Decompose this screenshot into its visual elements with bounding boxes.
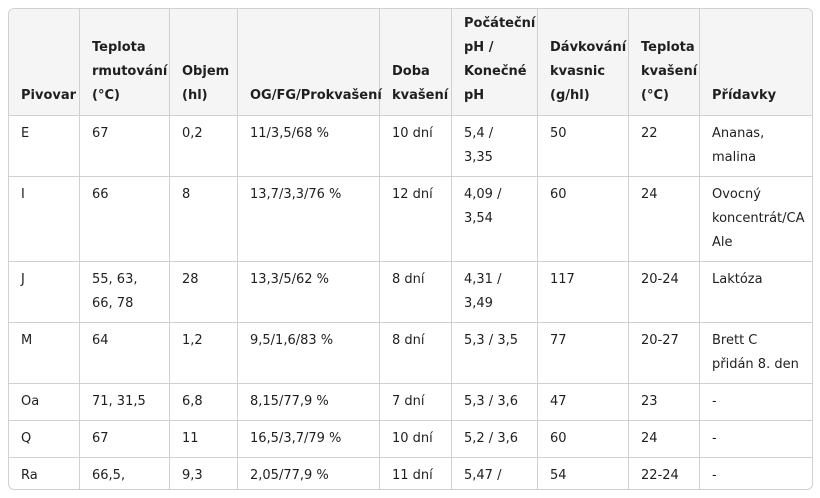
cell-og-fg: 16,5/3,7/79 % [237, 420, 380, 458]
cell-pridavky: Laktóza [699, 261, 812, 323]
header-row: Pivovar Teplota rmutování (°C) Objem (hl… [9, 9, 812, 116]
cell-pridavky: Brett C přidán 8. den [699, 322, 812, 384]
cell-doba-kvaseni: 8 dní [379, 322, 452, 384]
table-row: E 67 0,2 11/3,5/68 % 10 dní 5,4 / 3,35 5… [9, 115, 812, 177]
cell-og-fg: 9,5/1,6/83 % [237, 322, 380, 384]
cell-davkovani: 60 [537, 176, 629, 262]
cell-pivovar: E [9, 115, 80, 177]
cell-ph: 4,31 / 3,49 [451, 261, 538, 323]
cell-doba-kvaseni: 12 dní [379, 176, 452, 262]
cell-ph: 5,47 / 3,35 [451, 457, 538, 489]
cell-teplota-rmutovani: 55, 63, 66, 78 [79, 261, 170, 323]
cell-teplota-kvaseni: 22 [628, 115, 700, 177]
cell-pivovar: Ra [9, 457, 80, 489]
cell-pivovar: I [9, 176, 80, 262]
cell-davkovani: 54 [537, 457, 629, 489]
cell-ph: 4,09 / 3,54 [451, 176, 538, 262]
cell-pridavky: - [699, 383, 812, 421]
header-teplota-rmutovani: Teplota rmutování (°C) [79, 9, 170, 116]
brewery-table: Pivovar Teplota rmutování (°C) Objem (hl… [9, 9, 812, 489]
table-row: M 64 1,2 9,5/1,6/83 % 8 dní 5,3 / 3,5 77… [9, 322, 812, 384]
cell-doba-kvaseni: 7 dní [379, 383, 452, 421]
cell-doba-kvaseni: 11 dní [379, 457, 452, 489]
cell-davkovani: 77 [537, 322, 629, 384]
table-row: Oa 71, 31,5 6,8 8,15/77,9 % 7 dní 5,3 / … [9, 383, 812, 421]
cell-teplota-rmutovani: 67 [79, 420, 170, 458]
cell-objem: 0,2 [169, 115, 238, 177]
header-pivovar: Pivovar [9, 9, 80, 116]
cell-davkovani: 60 [537, 420, 629, 458]
header-doba-kvaseni: Doba kvašení [379, 9, 452, 116]
cell-pridavky: Ananas, malina [699, 115, 812, 177]
cell-og-fg: 13,7/3,3/76 % [237, 176, 380, 262]
cell-teplota-rmutovani: 71, 31,5 [79, 383, 170, 421]
cell-og-fg: 8,15/77,9 % [237, 383, 380, 421]
table-row: Ra 66,5, 40,5 9,3 2,05/77,9 % 11 dní 5,4… [9, 457, 812, 489]
cell-ph: 5,2 / 3,6 [451, 420, 538, 458]
cell-objem: 6,8 [169, 383, 238, 421]
table-container: Pivovar Teplota rmutování (°C) Objem (hl… [8, 8, 813, 490]
cell-teplota-kvaseni: 24 [628, 176, 700, 262]
cell-doba-kvaseni: 10 dní [379, 115, 452, 177]
cell-davkovani: 117 [537, 261, 629, 323]
cell-pivovar: Oa [9, 383, 80, 421]
header-ph: Počáteční pH / Konečné pH [451, 9, 538, 116]
cell-teplota-kvaseni: 20-24 [628, 261, 700, 323]
cell-pivovar: Q [9, 420, 80, 458]
cell-teplota-rmutovani: 67 [79, 115, 170, 177]
cell-teplota-kvaseni: 24 [628, 420, 700, 458]
cell-objem: 1,2 [169, 322, 238, 384]
cell-ph: 5,4 / 3,35 [451, 115, 538, 177]
header-pridavky: Přídavky [699, 9, 812, 116]
cell-objem: 11 [169, 420, 238, 458]
cell-og-fg: 13,3/5/62 % [237, 261, 380, 323]
cell-objem: 8 [169, 176, 238, 262]
cell-objem: 9,3 [169, 457, 238, 489]
cell-pridavky: Ovocný koncentrát/CA Ale [699, 176, 812, 262]
cell-davkovani: 47 [537, 383, 629, 421]
header-davkovani: Dávkování kvasnic (g/hl) [537, 9, 629, 116]
header-teplota-kvaseni: Teplota kvašení (°C) [628, 9, 700, 116]
cell-og-fg: 11/3,5/68 % [237, 115, 380, 177]
cell-teplota-kvaseni: 23 [628, 383, 700, 421]
header-og-fg: OG/FG/Prokvašení [237, 9, 382, 116]
cell-davkovani: 50 [537, 115, 629, 177]
table-row: I 66 8 13,7/3,3/76 % 12 dní 4,09 / 3,54 … [9, 176, 812, 262]
cell-ph: 5,3 / 3,6 [451, 383, 538, 421]
cell-teplota-kvaseni: 22-24 [628, 457, 700, 489]
cell-objem: 28 [169, 261, 238, 323]
cell-doba-kvaseni: 8 dní [379, 261, 452, 323]
cell-pridavky: - [699, 420, 812, 458]
cell-teplota-kvaseni: 20-27 [628, 322, 700, 384]
table-row: Q 67 11 16,5/3,7/79 % 10 dní 5,2 / 3,6 6… [9, 420, 812, 458]
cell-pivovar: J [9, 261, 80, 323]
cell-teplota-rmutovani: 66 [79, 176, 170, 262]
header-objem: Objem (hl) [169, 9, 238, 116]
table-row: J 55, 63, 66, 78 28 13,3/5/62 % 8 dní 4,… [9, 261, 812, 323]
cell-ph: 5,3 / 3,5 [451, 322, 538, 384]
cell-pridavky: - [699, 457, 812, 489]
cell-teplota-rmutovani: 66,5, 40,5 [79, 457, 170, 489]
cell-pivovar: M [9, 322, 80, 384]
cell-teplota-rmutovani: 64 [79, 322, 170, 384]
cell-og-fg: 2,05/77,9 % [237, 457, 380, 489]
cell-doba-kvaseni: 10 dní [379, 420, 452, 458]
